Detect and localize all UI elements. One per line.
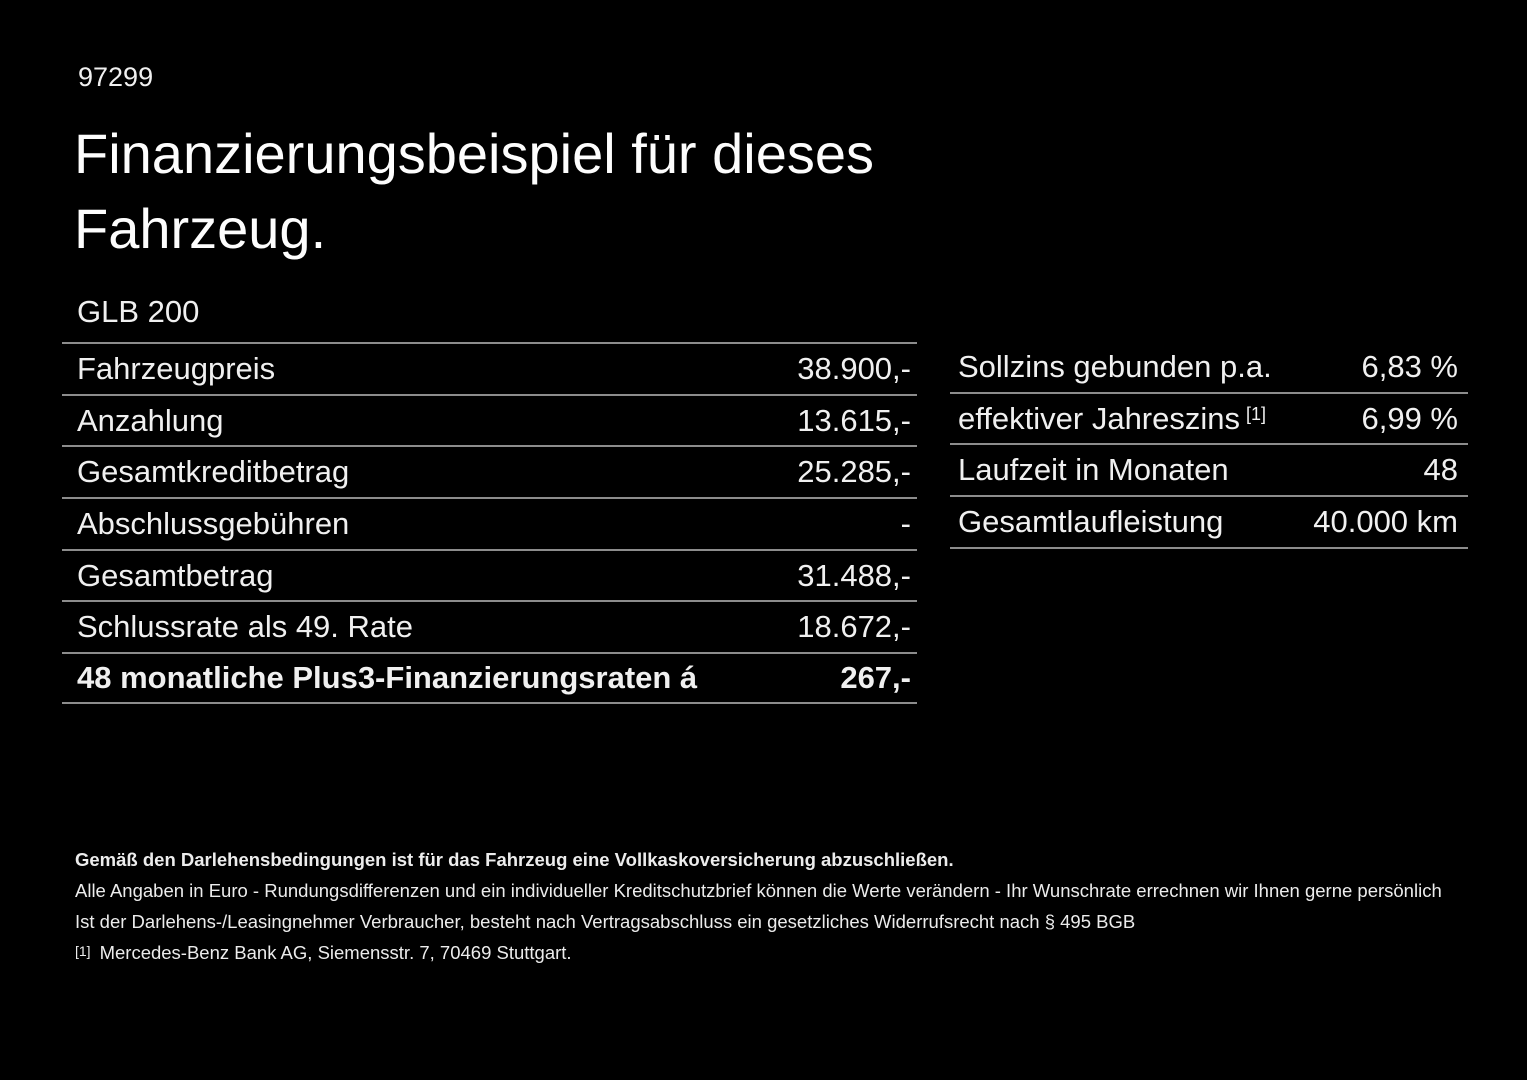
row-value: 31.488,- xyxy=(797,557,911,593)
row-label: Fahrzeugpreis xyxy=(77,350,276,386)
row-label: Sollzins gebunden p.a. xyxy=(958,348,1272,384)
row-value: 18.672,- xyxy=(797,609,911,645)
table-row-laufzeit: Laufzeit in Monaten 48 xyxy=(950,445,1468,498)
row-label: effektiver Jahreszins [1] xyxy=(958,401,1266,437)
financing-table: Fahrzeugpreis 38.900,- Anzahlung 13.615,… xyxy=(62,342,917,704)
table-row-gesamtbetrag: Gesamtbetrag 31.488,- xyxy=(62,548,917,601)
row-value: 25.285,- xyxy=(797,454,911,490)
row-label: Gesamtkreditbetrag xyxy=(77,454,350,490)
disclaimer-widerruf-note: Ist der Darlehens-/Leasingnehmer Verbrau… xyxy=(75,911,1136,932)
bank-footnote: [1] Mercedes-Benz Bank AG, Siemensstr. 7,… xyxy=(75,942,572,964)
row-label: 48 monatliche Plus3-Finanzierungsraten á xyxy=(77,659,698,695)
insurance-note: Gemäß den Darlehensbedingungen ist für d… xyxy=(75,849,954,870)
table-row-monatsrate: 48 monatliche Plus3-Finanzierungsraten á… xyxy=(62,652,917,704)
conditions-table: Sollzins gebunden p.a. 6,83 % effektiver… xyxy=(950,342,1468,549)
row-value: 267,- xyxy=(840,659,911,695)
table-row-anzahlung: Anzahlung 13.615,- xyxy=(62,393,917,446)
footnote-marker: [1] xyxy=(75,943,91,959)
row-value: 48 xyxy=(1423,452,1458,488)
row-value: 38.900,- xyxy=(797,350,911,386)
footnote-marker: [1] xyxy=(1246,403,1267,424)
table-row-sollzins: Sollzins gebunden p.a. 6,83 % xyxy=(950,342,1468,394)
footnote-text: Mercedes-Benz Bank AG, Siemensstr. 7, 70… xyxy=(99,942,572,963)
table-row-effektiver-jahreszins: effektiver Jahreszins [1] 6,99 % xyxy=(950,394,1468,446)
row-label: Gesamtlaufleistung xyxy=(958,503,1224,539)
row-value: 13.615,- xyxy=(797,402,911,438)
row-label: Schlussrate als 49. Rate xyxy=(77,609,414,645)
page-title-line1: Finanzierungsbeispiel für dieses xyxy=(74,122,874,185)
row-value: 6,99 % xyxy=(1361,400,1458,436)
table-row-fahrzeugpreis: Fahrzeugpreis 38.900,- xyxy=(62,342,917,394)
table-row-schlussrate: Schlussrate als 49. Rate 18.672,- xyxy=(62,600,917,652)
row-label: Laufzeit in Monaten xyxy=(958,452,1229,488)
row-value: 40.000 km xyxy=(1313,503,1458,539)
page-title: Finanzierungsbeispiel für dieses Fahrzeu… xyxy=(74,116,874,266)
row-label-text: effektiver Jahreszins xyxy=(958,400,1240,436)
disclaimer-euro-note: Alle Angaben in Euro - Rundungsdifferenz… xyxy=(75,880,1442,901)
row-value: - xyxy=(900,505,911,541)
row-label: Gesamtbetrag xyxy=(77,557,274,593)
row-label: Abschlussgebühren xyxy=(77,505,350,541)
row-label: Anzahlung xyxy=(77,402,224,438)
table-row-abschlussgebuehren: Abschlussgebühren - xyxy=(62,497,917,549)
row-value: 6,83 % xyxy=(1361,348,1458,384)
offer-id: 97299 xyxy=(78,62,154,92)
page-title-line2: Fahrzeug. xyxy=(74,197,327,260)
table-row-gesamtkreditbetrag: Gesamtkreditbetrag 25.285,- xyxy=(62,445,917,497)
table-row-gesamtlaufleistung: Gesamtlaufleistung 40.000 km xyxy=(950,497,1468,549)
vehicle-model: GLB 200 xyxy=(77,294,200,329)
